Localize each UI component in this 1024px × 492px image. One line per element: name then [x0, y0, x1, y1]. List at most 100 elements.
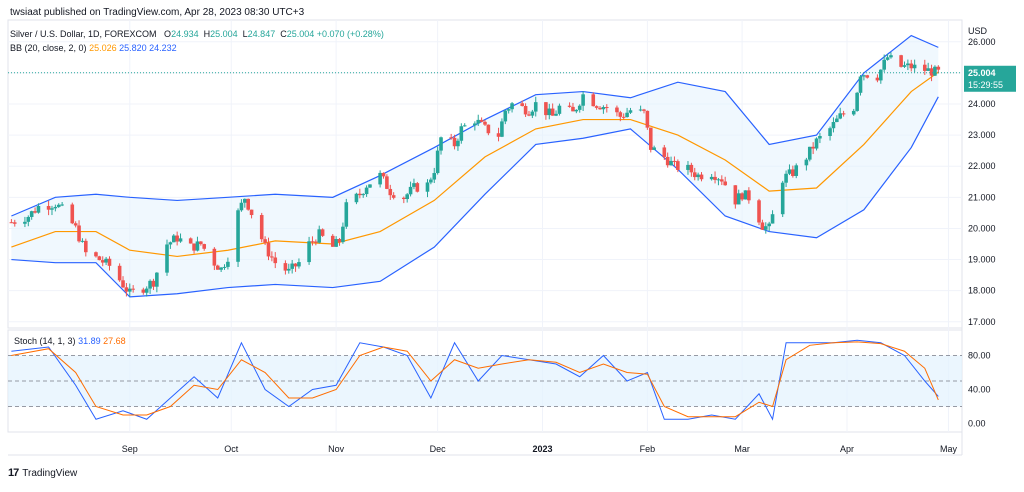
candle-body: [432, 173, 437, 180]
candle-body: [791, 169, 795, 176]
candle-body: [310, 241, 315, 243]
candle-body: [402, 197, 406, 200]
candle-body: [743, 190, 748, 200]
high-value: 25.004: [210, 29, 238, 39]
candle-body: [882, 59, 886, 70]
candle-body: [598, 107, 602, 110]
candle-body: [757, 200, 761, 223]
candle-body: [889, 55, 893, 58]
candle-body: [628, 110, 633, 113]
candle-body: [33, 211, 37, 213]
candle-body: [604, 107, 609, 109]
candle-body: [527, 114, 531, 116]
candle-body: [554, 113, 558, 116]
candle-body: [615, 107, 619, 113]
price-tick-label: 19.000: [968, 255, 996, 265]
candle-body: [429, 179, 433, 183]
candle-body: [692, 172, 697, 178]
candle-body: [408, 186, 413, 195]
candle-body: [330, 235, 335, 247]
candle-body: [199, 241, 203, 245]
candle-body: [503, 110, 508, 122]
candle-body: [462, 125, 467, 127]
candle-body: [215, 265, 220, 270]
candle-body: [818, 136, 822, 139]
stoch-tick-label: 80.00: [968, 351, 991, 361]
tradingview-logo[interactable]: 17 TradingView: [8, 467, 77, 479]
candle-body: [500, 121, 504, 137]
candle-body: [567, 105, 572, 107]
candle-body: [811, 146, 815, 149]
candle-body: [192, 243, 196, 251]
candle-body: [121, 280, 125, 288]
open-value: 24.934: [171, 29, 199, 39]
time-tick-label: Apr: [840, 444, 854, 454]
candle-body: [131, 288, 135, 290]
last-price-text: 25.004: [968, 68, 996, 78]
candle-body: [53, 206, 58, 209]
candle-body: [439, 137, 443, 151]
candle-body: [297, 262, 301, 267]
candle-body: [933, 66, 937, 76]
price-tick-label: 20.000: [968, 223, 996, 233]
candle-body: [571, 106, 575, 112]
time-tick-label: Oct: [224, 444, 239, 454]
candle-body: [865, 75, 870, 78]
price-tick-label: 24.000: [968, 99, 996, 109]
candle-body: [618, 112, 623, 117]
candle-body: [171, 235, 176, 243]
candle-body: [127, 288, 132, 292]
candle-body: [638, 109, 643, 111]
candle-body: [875, 77, 880, 81]
candle-body: [266, 242, 271, 257]
symbol-name: Silver / U.S. Dollar, 1D, FOREXCOM: [10, 29, 157, 39]
candle-body: [107, 258, 112, 266]
candle-body: [155, 272, 159, 287]
candle-body: [337, 238, 342, 243]
candle-body: [621, 116, 626, 118]
candle-body: [358, 193, 362, 196]
bb-lower-value: 24.232: [149, 43, 177, 53]
candle-body: [243, 198, 247, 203]
candle-body: [141, 289, 146, 293]
bb-upper-value: 25.820: [119, 43, 147, 53]
bb-label: BB (20, close, 2, 0): [10, 43, 87, 53]
bb-basis-value: 25.026: [89, 43, 117, 53]
candle-body: [239, 202, 244, 211]
candle-body: [716, 179, 721, 181]
candle-body: [459, 126, 464, 141]
candle-body: [696, 174, 700, 178]
time-tick-label: 2023: [532, 444, 552, 454]
candle-body: [212, 248, 217, 266]
candle-body: [202, 244, 207, 249]
stoch-k-line: [11, 339, 939, 421]
candle-body: [720, 179, 724, 182]
candle-body: [391, 195, 396, 198]
candle-body: [456, 140, 460, 147]
candle-body: [740, 193, 744, 200]
candle-body: [841, 113, 846, 115]
candle-body: [858, 76, 863, 93]
tradingview-brand: TradingView: [22, 467, 78, 479]
candle-body: [73, 223, 78, 226]
candle-body: [804, 159, 809, 166]
candle-body: [814, 138, 819, 149]
stoch-legend[interactable]: Stoch (14, 1, 3) 31.89 27.68: [14, 336, 126, 346]
candle-body: [320, 229, 325, 236]
candle-body: [486, 124, 491, 134]
candle-body: [909, 63, 914, 69]
time-tick-label: Nov: [328, 444, 345, 454]
candle-body: [645, 110, 650, 128]
candle-body: [354, 193, 359, 203]
candle-body: [476, 119, 481, 124]
candle-body: [689, 164, 694, 173]
candle-body: [902, 65, 907, 67]
ohlc-legend[interactable]: Silver / U.S. Dollar, 1D, FOREXCOM O24.9…: [10, 29, 384, 39]
candle-body: [381, 172, 386, 177]
candle-body: [9, 222, 14, 224]
bb-legend[interactable]: BB (20, close, 2, 0) 25.026 25.820 24.23…: [10, 43, 177, 53]
candle-body: [168, 242, 173, 245]
candle-body: [929, 68, 934, 76]
